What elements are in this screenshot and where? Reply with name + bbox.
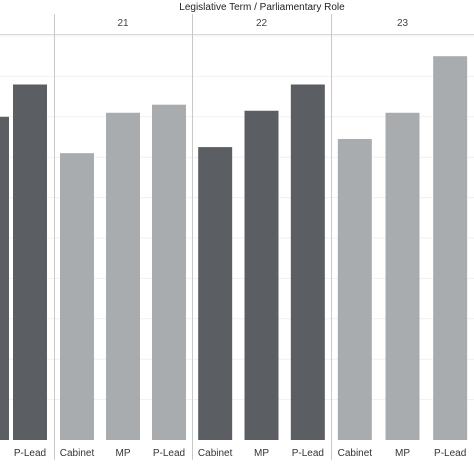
x-tick-labels: P-Lead Cabinet MP P-Lead Cabinet MP P-Lead Cabi… <box>14 448 466 459</box>
term-headers: 21 22 23 <box>117 18 408 29</box>
bars <box>0 56 468 441</box>
bar <box>60 153 94 440</box>
x-tick-label: P-Lead <box>153 448 185 459</box>
bar <box>290 84 325 440</box>
bar <box>337 139 372 440</box>
group-separators <box>0 14 474 460</box>
bar <box>244 110 279 441</box>
x-tick-label: P-Lead <box>292 448 324 459</box>
bar <box>106 112 140 440</box>
x-tick-label: MP <box>254 448 269 459</box>
x-tick-label: MP <box>116 448 131 459</box>
term-header: 23 <box>397 18 409 29</box>
x-tick-label: P-Lead <box>14 448 46 459</box>
x-tick-label: Cabinet <box>198 448 233 459</box>
x-tick-label: Cabinet <box>338 448 373 459</box>
x-tick-label: MP <box>395 448 410 459</box>
chart-title: Legislative Term / Parliamentary Role <box>179 2 345 13</box>
term-header: 21 <box>117 18 129 29</box>
x-tick-label: P-Lead <box>434 448 466 459</box>
term-header: 22 <box>256 18 268 29</box>
bar <box>152 104 186 441</box>
bar <box>385 112 420 440</box>
x-tick-label: Cabinet <box>60 448 95 459</box>
bar <box>13 84 47 440</box>
bar <box>433 56 468 440</box>
bar <box>0 116 9 441</box>
bar <box>198 147 233 440</box>
